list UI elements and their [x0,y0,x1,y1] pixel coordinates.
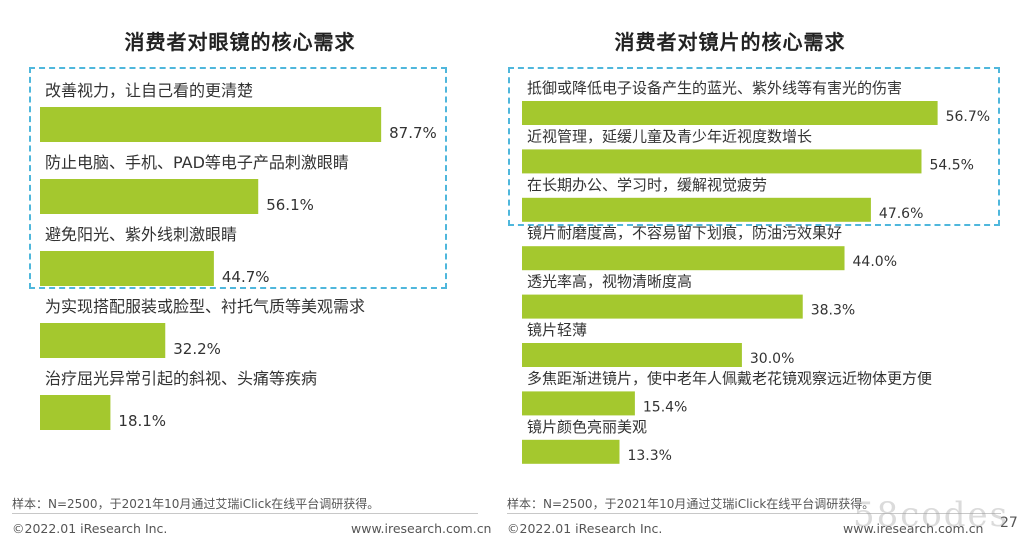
left-chart-value-label: 18.1% [118,412,166,430]
left-footer-divider [12,513,478,514]
left-chart-category-label: 防止电脑、手机、PAD等电子产品刺激眼睛 [45,153,349,172]
left-chart-category-label: 为实现搭配服装或脸型、衬托气质等美观需求 [45,297,365,316]
right-chart-bar [522,343,742,367]
right-chart-value-label: 56.7% [946,109,990,125]
left-chart-value-label: 56.1% [266,196,314,214]
left-bar-chart: 改善视力，让自己看的更清楚 87.7% 防止电脑、手机、PAD等电子产品刺激眼睛 56… [40,81,437,430]
right-chart-category-label: 镜片耐磨度高，不容易留下划痕，防油污效果好 [527,224,842,242]
right-chart-value-label: 54.5% [929,157,973,173]
right-footer-divider [507,513,1001,514]
left-chart-bar [40,395,111,430]
left-chart-title: 消费者对眼镜的核心需求 [124,30,356,54]
left-website-link[interactable]: www.iresearch.com.cn [351,521,492,536]
right-chart-bar [522,101,938,125]
left-chart-value-label: 44.7% [222,268,270,286]
right-chart-category-label: 镜片轻薄 [527,321,587,339]
right-chart-value-label: 30.0% [750,351,794,367]
left-chart-bar [40,323,166,358]
right-chart-value-label: 38.3% [811,303,855,319]
right-chart-value-label: 13.3% [627,448,671,464]
left-chart-category-label: 避免阳光、紫外线刺激眼睛 [45,225,237,244]
left-sample-footnote: 样本：N=2500，于2021年10月通过艾瑞iClick在线平台调研获得。 [12,497,380,511]
left-copyright: ©2022.01 iResearch Inc. [12,521,168,536]
right-website-link[interactable]: www.iresearch.com.cn [843,521,984,536]
left-chart-value-label: 87.7% [389,124,437,142]
right-chart-value-label: 15.4% [643,399,687,415]
right-chart-category-label: 透光率高，视物清晰度高 [527,273,692,291]
right-chart-value-label: 44.0% [853,254,897,270]
right-sample-footnote: 样本：N=2500，于2021年10月通过艾瑞iClick在线平台调研获得。 [507,497,875,511]
right-chart-category-label: 抵御或降低电子设备产生的蓝光、紫外线等有害光的伤害 [527,79,902,97]
right-chart-bar [522,439,620,464]
right-highlight-box [508,67,1000,226]
right-bar-chart: 抵御或降低电子设备产生的蓝光、紫外线等有害光的伤害 56.7% 近视管理，延缓儿童及… [522,79,990,464]
right-chart-title: 消费者对镜片的核心需求 [614,30,846,54]
right-chart-bar [522,197,871,222]
right-chart-bar [522,149,922,174]
left-chart-bar [40,107,382,142]
right-chart-category-label: 镜片颜色亮丽美观 [527,418,647,436]
right-chart-bar [522,391,635,416]
right-copyright: ©2022.01 iResearch Inc. [507,521,663,536]
right-chart-value-label: 47.6% [879,206,923,222]
left-chart-category-label: 改善视力，让自己看的更清楚 [45,81,253,100]
right-chart-category-label: 近视管理，延缓儿童及青少年近视度数增长 [527,127,812,145]
left-chart-category-label: 治疗屈光异常引起的斜视、头痛等疾病 [45,369,317,388]
right-chart-bar [522,294,803,319]
right-chart-category-label: 多焦距渐进镜片，使中老年人佩戴老花镜观察远近物体更方便 [527,369,932,387]
right-chart-category-label: 在长期办公、学习时，缓解视觉疲劳 [527,176,767,194]
page-number: 27 [1000,515,1018,531]
right-chart-bar [522,246,845,271]
watermark-logo: 58codes [853,495,1010,535]
left-chart-bar [40,251,214,286]
left-chart-bar [40,179,259,214]
left-chart-value-label: 32.2% [173,340,221,358]
left-highlight-box [29,67,447,289]
